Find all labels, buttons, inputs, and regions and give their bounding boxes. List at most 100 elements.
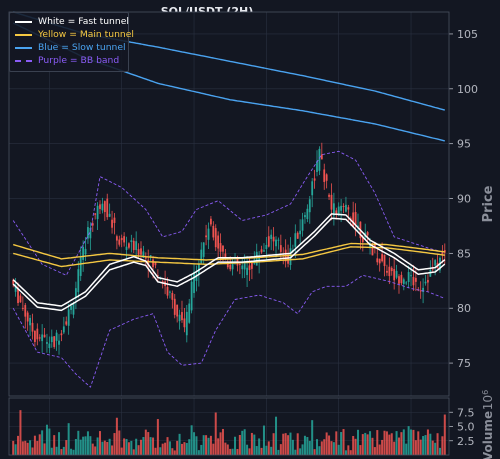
volume-bar: [344, 450, 347, 455]
candle-body: [152, 259, 154, 267]
volume-bar: [299, 448, 302, 455]
candle: [332, 192, 335, 226]
candle-body: [260, 249, 263, 253]
candle: [24, 302, 27, 329]
candle-body: [60, 333, 63, 336]
candle-body: [388, 266, 391, 277]
candle-body: [156, 275, 159, 277]
volume-bar: [164, 442, 167, 455]
candle: [77, 261, 80, 299]
candle: [132, 237, 135, 253]
candle: [65, 316, 68, 326]
candle: [214, 224, 217, 251]
candle-body: [342, 206, 345, 208]
candle: [323, 163, 326, 190]
candle-body: [219, 243, 222, 252]
volume-bar: [303, 435, 306, 455]
candle: [36, 323, 39, 346]
volume-bar: [373, 447, 376, 455]
candle: [173, 293, 176, 319]
volume-bar: [212, 443, 215, 455]
candle-body: [111, 219, 113, 228]
candle: [99, 200, 101, 214]
candle-body: [135, 241, 138, 251]
volume-bar: [393, 441, 396, 455]
volume-bar: [77, 430, 80, 455]
candle: [260, 245, 263, 254]
price-tick-label: 85: [457, 247, 471, 260]
candle-body: [190, 281, 193, 311]
candle-body: [398, 276, 400, 284]
volume-bar: [180, 443, 183, 455]
candle-body: [441, 252, 444, 255]
volume-bar: [185, 442, 188, 455]
candle-body: [207, 228, 210, 240]
volume-bar: [260, 447, 263, 455]
candle-body: [393, 269, 396, 281]
candle: [67, 303, 70, 335]
candle: [393, 257, 396, 290]
volume-bar: [422, 436, 425, 455]
candle: [205, 224, 207, 246]
candle-body: [197, 263, 200, 275]
candle: [378, 258, 381, 272]
candle: [185, 304, 188, 343]
volume-bar: [21, 441, 24, 455]
candle: [89, 222, 92, 251]
volume-bar: [347, 445, 350, 455]
candle-body: [147, 259, 150, 266]
candle-body: [231, 262, 234, 270]
candle: [398, 274, 400, 294]
volume-bar: [168, 441, 171, 455]
candle: [74, 281, 77, 310]
volume-bar: [38, 434, 41, 455]
volume-bar: [219, 432, 222, 455]
candle-body: [323, 169, 326, 182]
legend-swatch-main: [15, 34, 32, 36]
legend-swatch-bb: [15, 60, 32, 62]
candle: [267, 226, 270, 248]
candle-body: [357, 225, 359, 228]
candle-body: [142, 251, 145, 258]
candle-body: [120, 237, 123, 241]
candle-body: [251, 261, 253, 269]
candle-body: [65, 321, 68, 325]
candle: [101, 197, 104, 214]
volume-bar: [209, 435, 212, 455]
price-tick-label: 105: [457, 28, 478, 41]
volume-bar: [99, 431, 102, 455]
candle-body: [272, 236, 275, 242]
candle: [113, 213, 116, 235]
candle: [311, 178, 314, 208]
volume-bar: [405, 443, 408, 455]
candle-body: [130, 240, 133, 243]
candle-body: [185, 311, 188, 336]
volume-bar: [48, 428, 51, 455]
volume-bar: [369, 431, 372, 455]
volume-bar: [243, 429, 246, 455]
legend: White = Fast tunnel Yellow = Main tunnel…: [9, 12, 134, 72]
volume-bar: [354, 438, 357, 455]
candle-body: [169, 291, 171, 293]
candle: [345, 196, 347, 213]
volume-bar: [332, 442, 335, 455]
volume-bar: [82, 436, 85, 455]
volume-bar: [352, 435, 355, 455]
candle: [111, 210, 113, 234]
volume-bar: [113, 433, 116, 455]
candle-body: [402, 279, 405, 284]
volume-bar: [94, 446, 97, 455]
candle-body: [330, 194, 333, 210]
candle-body: [369, 244, 371, 248]
candle: [337, 202, 340, 216]
candle: [320, 142, 323, 160]
candle-body: [46, 342, 48, 344]
volume-scale-exponent: 6: [481, 390, 490, 395]
volume-bar: [388, 434, 391, 455]
candle-body: [275, 239, 277, 247]
candle-body: [113, 217, 116, 223]
volume-bar: [337, 444, 340, 455]
candle: [402, 277, 405, 291]
volume-bar: [282, 433, 285, 455]
candle: [94, 212, 97, 220]
